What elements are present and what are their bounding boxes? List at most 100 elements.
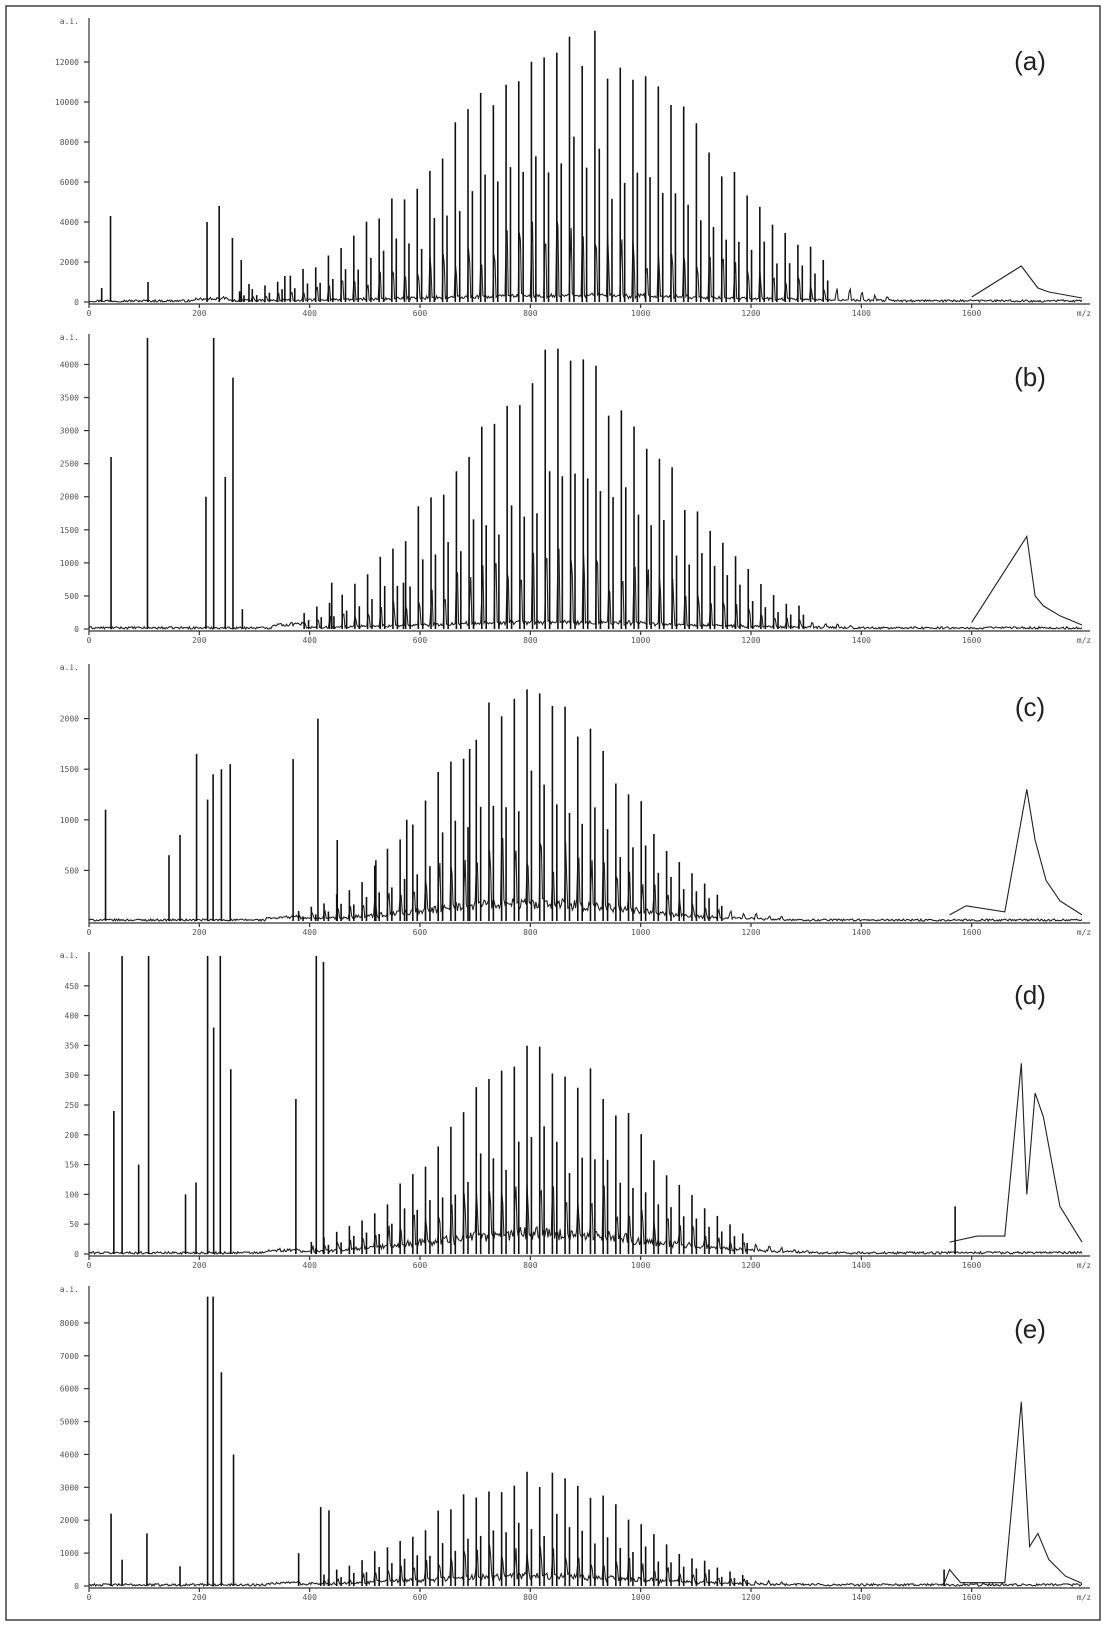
y-tick-label: 50 bbox=[69, 1220, 79, 1229]
x-tick-label: 200 bbox=[192, 928, 207, 937]
spectrum-trace bbox=[88, 218, 1083, 304]
y-tick-label: 7000 bbox=[60, 1352, 79, 1361]
y-tick-label: 0 bbox=[74, 625, 79, 634]
x-tick-label: 800 bbox=[523, 928, 538, 937]
spectrum-trace bbox=[88, 837, 1083, 923]
y-tick-label: 250 bbox=[65, 1101, 80, 1110]
x-tick-label: 800 bbox=[523, 1261, 538, 1270]
x-tick-label: 400 bbox=[302, 1261, 317, 1270]
x-tick-label: 600 bbox=[413, 1261, 428, 1270]
x-tick-label: 800 bbox=[523, 309, 538, 318]
y-tick-label: 12000 bbox=[55, 58, 79, 67]
spectrum-panel-c: 500 1000 1500 2000 a.i. 0 200 400 600 800 1000 1200… bbox=[60, 663, 1092, 937]
y-tick-label: 5000 bbox=[60, 1418, 79, 1427]
x-tick-label: 1600 bbox=[962, 636, 981, 645]
x-axis-unit-label: m/z bbox=[1077, 636, 1092, 645]
y-tick-label: 500 bbox=[65, 866, 80, 875]
y-tick-label: 500 bbox=[65, 592, 80, 601]
x-tick-label: 1400 bbox=[852, 636, 871, 645]
y-axis-unit-label: a.i. bbox=[60, 333, 79, 342]
x-tick-label: 600 bbox=[413, 309, 428, 318]
y-tick-label: 3000 bbox=[60, 1483, 79, 1492]
x-axis-unit-label: m/z bbox=[1077, 1593, 1092, 1602]
spectrum-trace bbox=[88, 1544, 1083, 1588]
spectrum-panel-b: 0 500 1000 1500 2000 2500 3000 3500 4000 a.i. 0 200… bbox=[60, 333, 1092, 645]
x-tick-label: 800 bbox=[523, 1593, 538, 1602]
panel-label: (e) bbox=[1014, 1314, 1046, 1344]
x-tick-label: 600 bbox=[413, 928, 428, 937]
x-tick-label: 1200 bbox=[741, 928, 760, 937]
panel-label: (d) bbox=[1014, 980, 1046, 1010]
y-tick-label: 150 bbox=[65, 1161, 80, 1170]
y-tick-label: 450 bbox=[65, 982, 80, 991]
y-tick-label: 350 bbox=[65, 1041, 80, 1050]
y-tick-label: 1000 bbox=[60, 1549, 79, 1558]
x-tick-label: 1400 bbox=[852, 928, 871, 937]
x-tick-label: 1400 bbox=[852, 1593, 871, 1602]
y-tick-label: 2000 bbox=[60, 715, 79, 724]
high-mass-cluster bbox=[971, 534, 1083, 626]
x-tick-label: 200 bbox=[192, 636, 207, 645]
y-tick-label: 2000 bbox=[60, 258, 79, 267]
high-mass-cluster bbox=[971, 265, 1083, 299]
y-tick-label: 400 bbox=[65, 1012, 80, 1021]
y-tick-label: 6000 bbox=[60, 1385, 79, 1394]
x-tick-label: 0 bbox=[87, 1261, 92, 1270]
y-tick-label: 0 bbox=[74, 1250, 79, 1259]
y-tick-label: 2000 bbox=[60, 1516, 79, 1525]
y-tick-label: 300 bbox=[65, 1071, 80, 1080]
y-axis-unit-label: a.i. bbox=[60, 1285, 79, 1294]
x-tick-label: 1400 bbox=[852, 309, 871, 318]
x-tick-label: 0 bbox=[87, 309, 92, 318]
x-tick-label: 1000 bbox=[631, 636, 650, 645]
x-tick-label: 1200 bbox=[741, 636, 760, 645]
y-tick-label: 200 bbox=[65, 1131, 80, 1140]
y-tick-label: 1000 bbox=[60, 559, 79, 568]
y-tick-label: 6000 bbox=[60, 178, 79, 187]
y-tick-label: 3000 bbox=[60, 427, 79, 436]
x-axis-unit-label: m/z bbox=[1077, 1261, 1092, 1270]
y-axis-unit-label: a.i. bbox=[60, 17, 79, 26]
x-tick-label: 1000 bbox=[631, 928, 650, 937]
spectrum-panel-e: 0 1000 2000 3000 4000 5000 6000 7000 8000 a.i. 0 20… bbox=[60, 1285, 1092, 1602]
x-tick-label: 1200 bbox=[741, 1261, 760, 1270]
spectrum-panel-a: 0 2000 4000 6000 8000 10000 12000 a.i. 0 200 400 60… bbox=[55, 17, 1092, 318]
x-tick-label: 400 bbox=[302, 309, 317, 318]
y-tick-label: 100 bbox=[65, 1190, 80, 1199]
x-tick-label: 400 bbox=[302, 1593, 317, 1602]
x-tick-label: 1200 bbox=[741, 309, 760, 318]
x-tick-label: 1000 bbox=[631, 1261, 650, 1270]
y-tick-label: 4000 bbox=[60, 360, 79, 369]
spectrum-panel-d: 0 50 100 150 200 250 300 350 400 450 a.i. 0 200 400 60… bbox=[60, 951, 1092, 1270]
x-tick-label: 1200 bbox=[741, 1593, 760, 1602]
y-tick-label: 0 bbox=[74, 1582, 79, 1591]
x-tick-label: 200 bbox=[192, 1261, 207, 1270]
y-tick-label: 1000 bbox=[60, 816, 79, 825]
y-tick-label: 2000 bbox=[60, 493, 79, 502]
y-tick-label: 8000 bbox=[60, 138, 79, 147]
panel-label: (a) bbox=[1014, 46, 1046, 76]
spectrum-trace bbox=[88, 1183, 1083, 1256]
y-axis-unit-label: a.i. bbox=[60, 951, 79, 960]
x-tick-label: 0 bbox=[87, 1593, 92, 1602]
x-tick-label: 0 bbox=[87, 636, 92, 645]
panel-label: (b) bbox=[1014, 362, 1046, 392]
x-tick-label: 1000 bbox=[631, 309, 650, 318]
x-axis-unit-label: m/z bbox=[1077, 309, 1092, 318]
figure-frame bbox=[5, 5, 1101, 1621]
x-tick-label: 1600 bbox=[962, 928, 981, 937]
x-tick-label: 1600 bbox=[962, 309, 981, 318]
x-tick-label: 1000 bbox=[631, 1593, 650, 1602]
panel-label: (c) bbox=[1015, 692, 1045, 722]
y-tick-label: 1500 bbox=[60, 526, 79, 535]
y-tick-label: 1500 bbox=[60, 765, 79, 774]
x-tick-label: 200 bbox=[192, 1593, 207, 1602]
x-tick-label: 0 bbox=[87, 928, 92, 937]
high-mass-cluster bbox=[949, 789, 1083, 916]
y-axis-unit-label: a.i. bbox=[60, 663, 79, 672]
y-tick-label: 10000 bbox=[55, 98, 79, 107]
y-tick-label: 0 bbox=[74, 298, 79, 307]
spectrum-trace bbox=[88, 548, 1083, 631]
